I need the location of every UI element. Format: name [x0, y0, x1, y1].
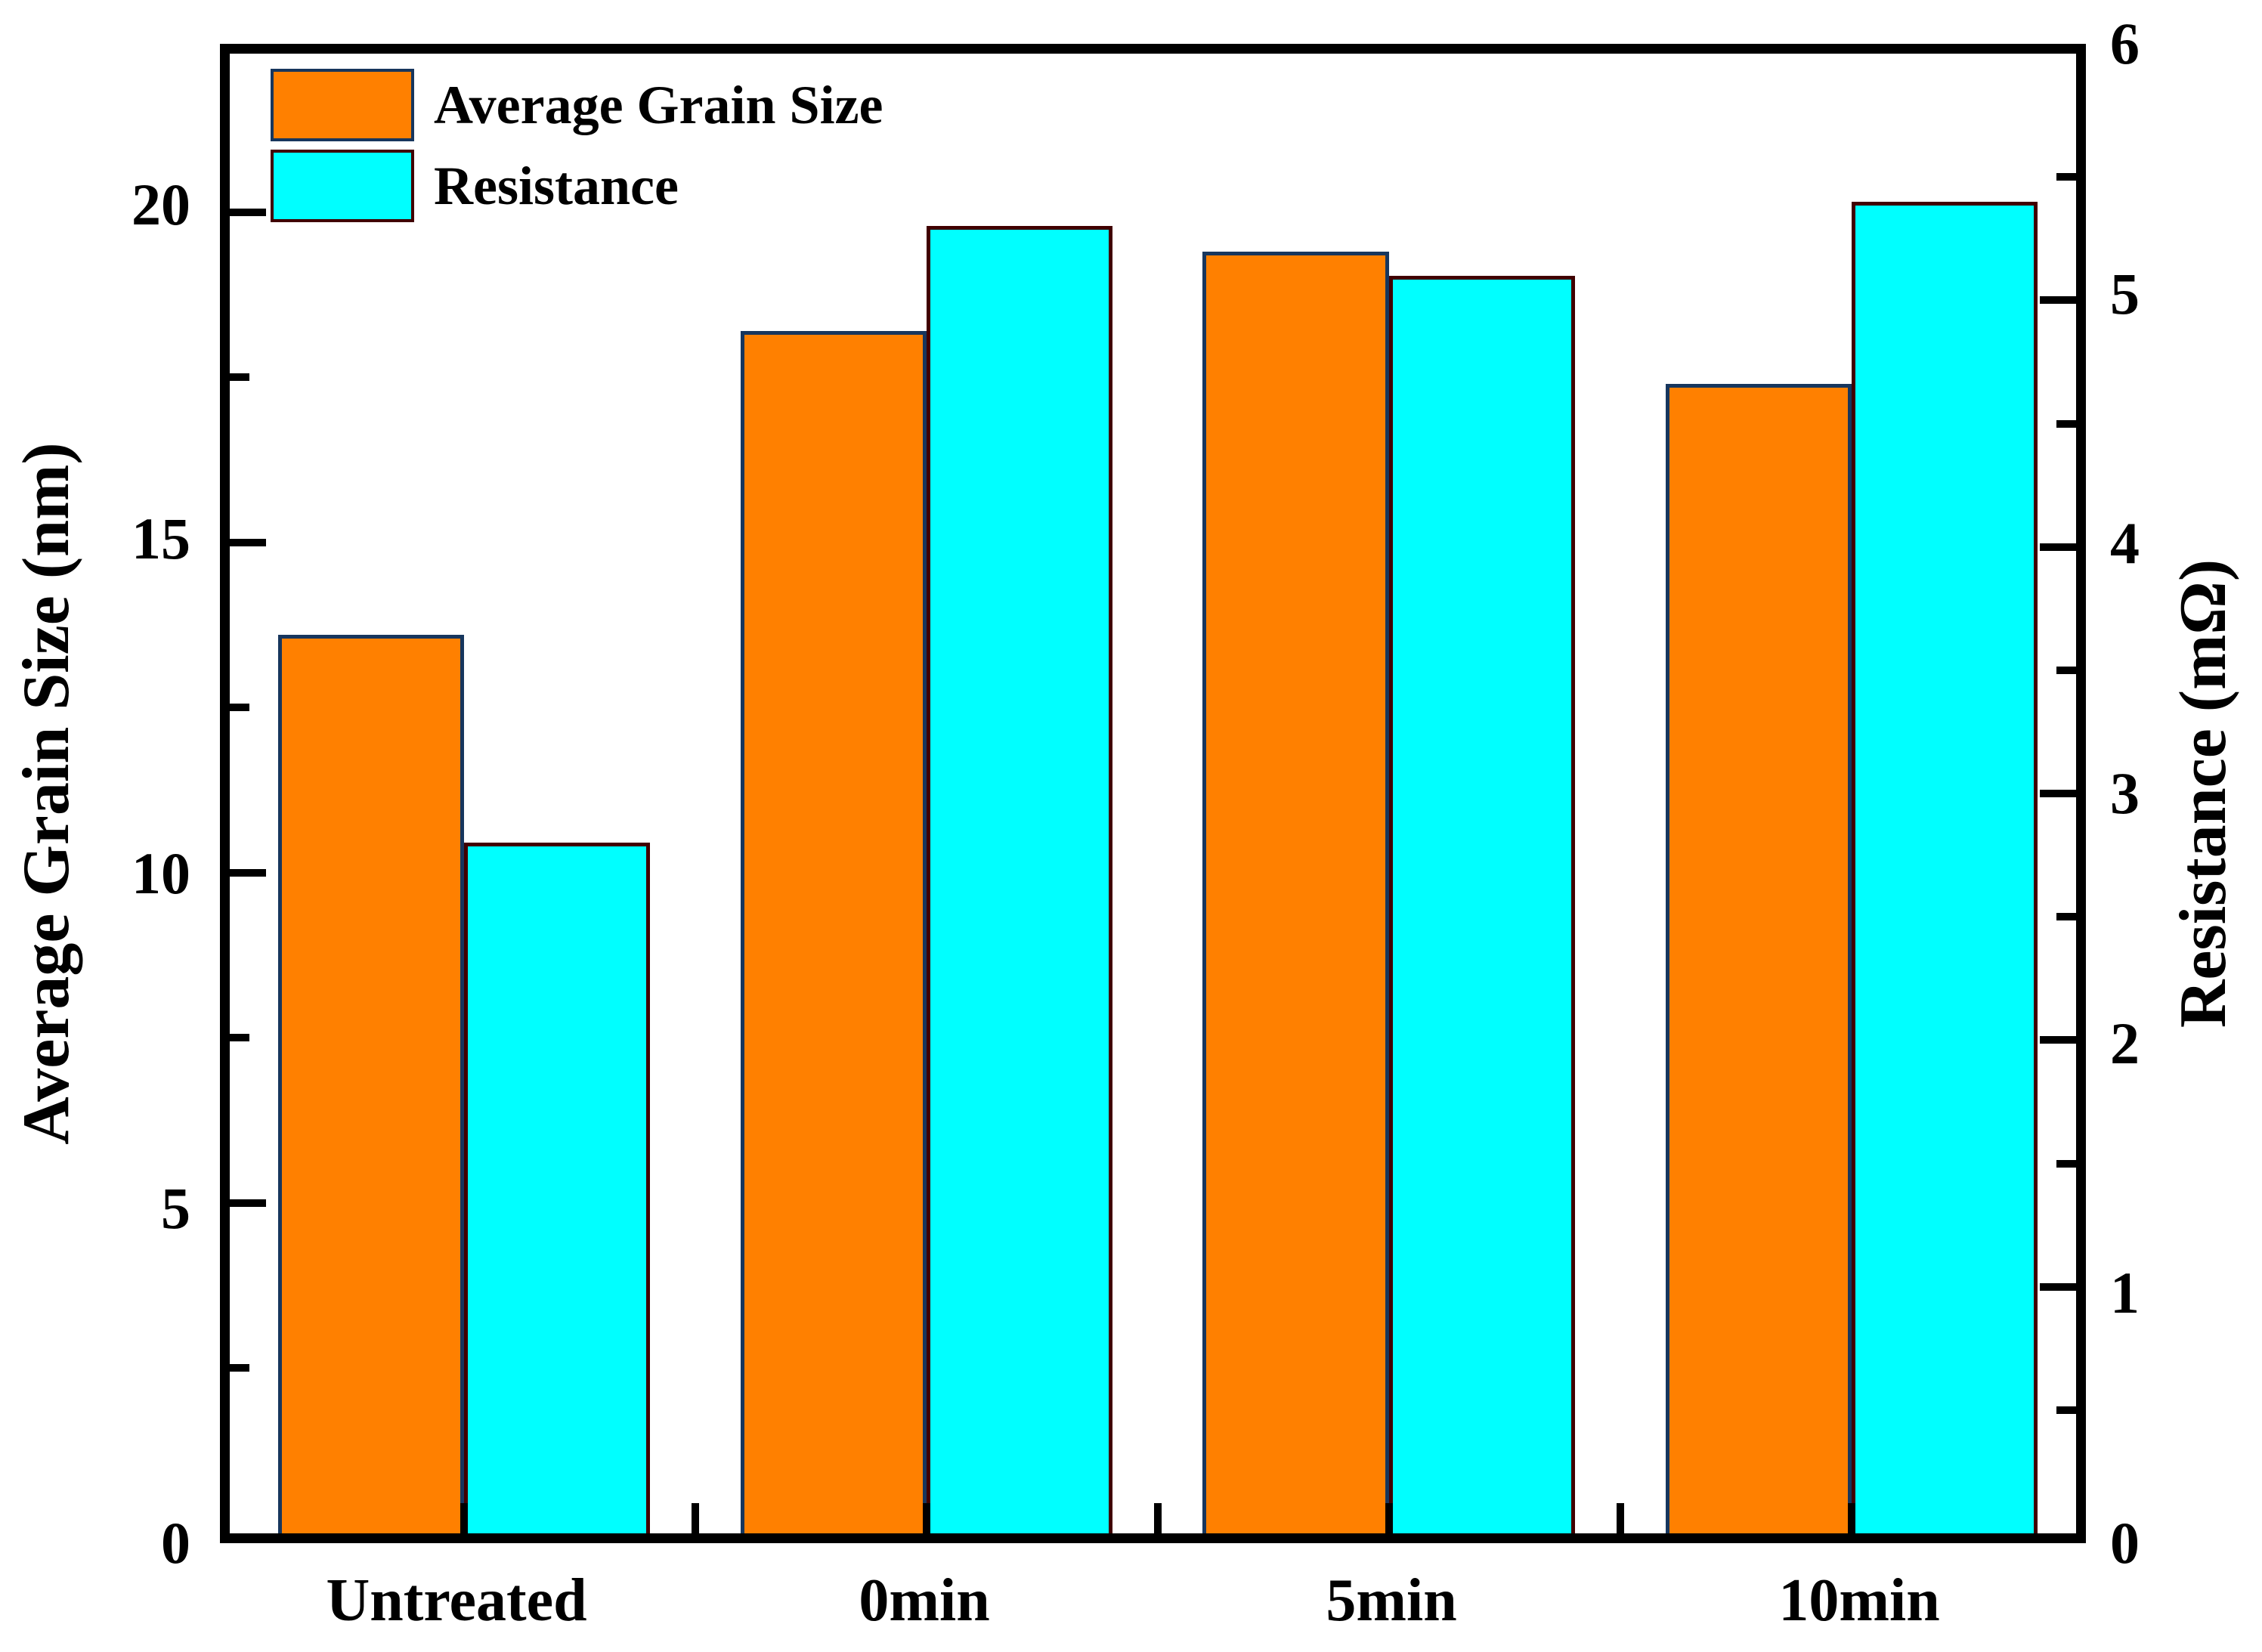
left-axis-tick-label: 10 — [132, 840, 190, 907]
average-grain-size-bar-untreated — [277, 635, 464, 1533]
resistance-bar-10min — [1852, 201, 2038, 1533]
right-axis-tick-label: 4 — [2110, 510, 2140, 577]
right-axis-minor-tick — [2056, 419, 2076, 428]
right-axis-minor-tick — [2056, 913, 2076, 921]
right-axis-major-tick — [2040, 790, 2076, 797]
grain-size-legend-swatch — [271, 69, 414, 141]
x-axis-label-10min: 10min — [1778, 1567, 1940, 1634]
x-axis-tick — [460, 1503, 468, 1533]
right-axis-major-tick — [2040, 296, 2076, 305]
right-axis-tick-label: 1 — [2110, 1260, 2140, 1326]
average-grain-size-bar-5min — [1202, 252, 1389, 1533]
x-axis-tick — [1617, 1503, 1625, 1533]
right-axis-tick-label: 5 — [2110, 260, 2140, 326]
right-axis-tick-label: 6 — [2110, 11, 2140, 76]
legend-item-resistance: Resistance — [271, 150, 883, 222]
right-axis-minor-tick — [2056, 173, 2076, 181]
resistance-bar-0min — [927, 226, 1113, 1533]
left-axis-tick-label: 15 — [132, 506, 190, 572]
left-axis-minor-tick — [230, 1364, 249, 1372]
x-axis-tick — [1385, 1503, 1393, 1533]
right-axis-minor-tick — [2056, 1159, 2076, 1168]
right-axis-major-tick — [2040, 1282, 2076, 1291]
x-axis-label-5min: 5min — [1326, 1567, 1457, 1634]
right-axis-major-tick — [2040, 543, 2076, 551]
x-axis-tick — [923, 1503, 931, 1533]
left-axis-major-tick — [230, 868, 266, 877]
legend: Average Grain Size Resistance — [271, 69, 883, 222]
left-axis-tick-label: 0 — [161, 1510, 190, 1576]
resistance-bar-untreated — [463, 843, 651, 1533]
left-axis-major-tick — [230, 1199, 266, 1207]
x-axis-tick — [1154, 1503, 1162, 1533]
right-axis-tick-label: 2 — [2110, 1010, 2140, 1076]
x-axis-tick — [692, 1503, 700, 1533]
right-axis-tick-label: 3 — [2110, 760, 2140, 826]
left-axis-minor-tick — [230, 1034, 249, 1042]
x-axis-label-untreated: Untreated — [326, 1567, 587, 1634]
right-axis-title: Resistance (mΩ) — [2167, 558, 2240, 1029]
left-axis-minor-tick — [230, 704, 249, 712]
grain-size-legend-label: Average Grain Size — [434, 75, 883, 135]
resistance-bar-5min — [1388, 275, 1575, 1533]
right-axis-minor-tick — [2056, 1406, 2076, 1414]
left-axis-tick-label: 20 — [132, 171, 190, 237]
plot-area — [230, 54, 2076, 1533]
left-axis-major-tick — [230, 208, 266, 216]
average-grain-size-bar-10min — [1665, 384, 1852, 1533]
left-axis-minor-tick — [230, 373, 249, 382]
left-axis-tick-label: 5 — [161, 1175, 190, 1242]
resistance-legend-label: Resistance — [434, 156, 679, 216]
x-axis-label-0min: 0min — [859, 1567, 990, 1634]
left-axis-major-tick — [230, 538, 266, 546]
x-axis-tick — [1848, 1503, 1856, 1533]
right-axis-minor-tick — [2056, 666, 2076, 674]
plot-frame — [220, 44, 2086, 1543]
right-axis-major-tick — [2040, 1036, 2076, 1044]
average-grain-size-bar-0min — [740, 331, 927, 1533]
legend-item-grain-size: Average Grain Size — [271, 69, 883, 141]
resistance-legend-swatch — [271, 150, 414, 222]
right-axis-tick-label: 0 — [2110, 1510, 2140, 1576]
